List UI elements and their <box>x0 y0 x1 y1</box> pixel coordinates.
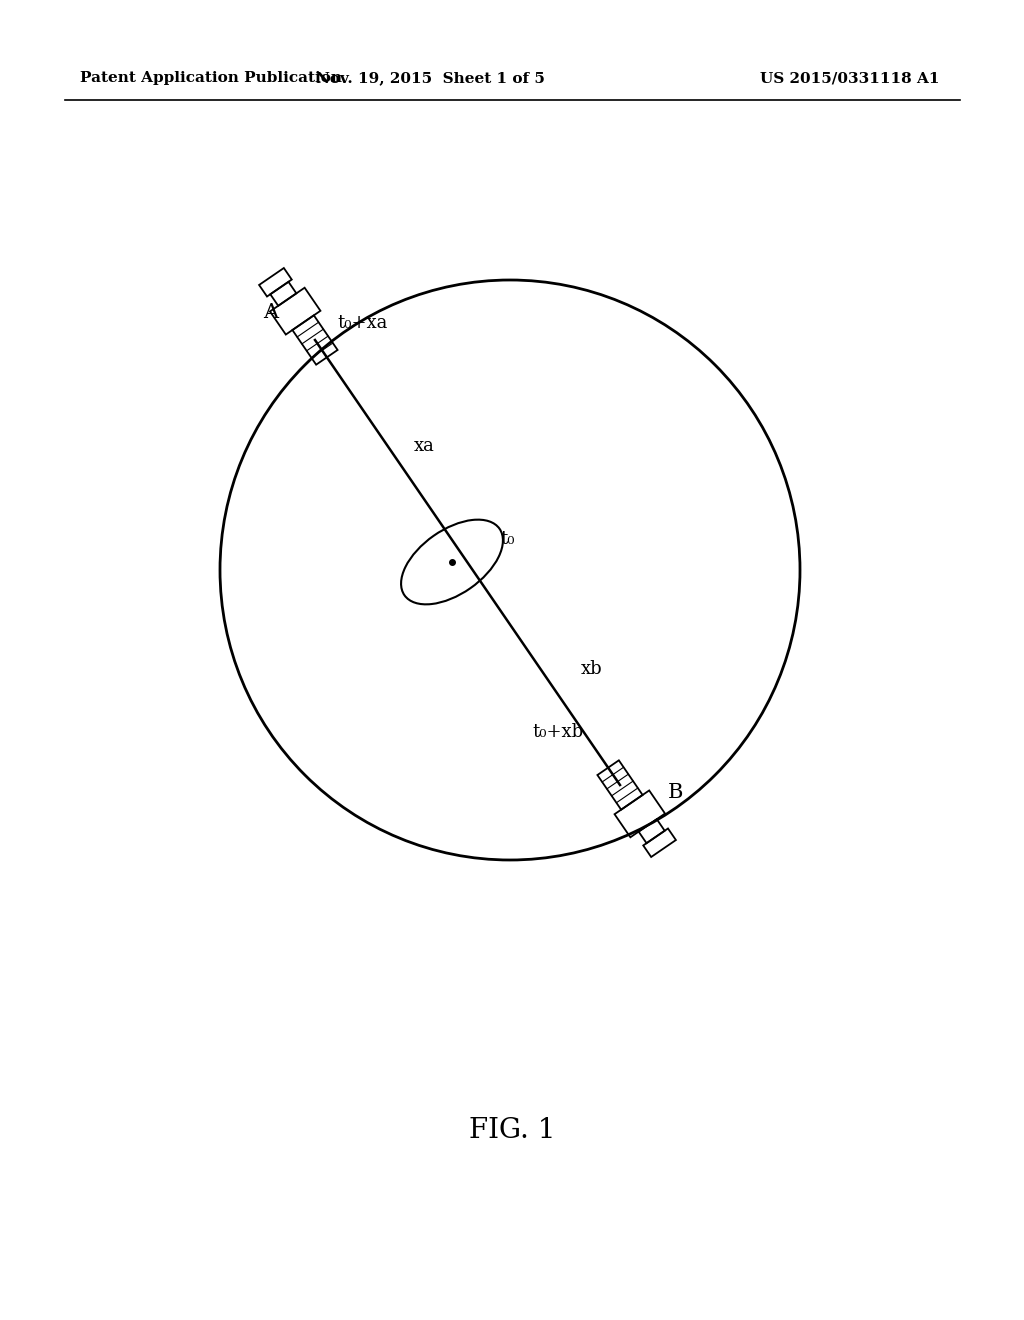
Text: B: B <box>668 784 683 803</box>
Text: t₀: t₀ <box>500 531 514 548</box>
Text: FIG. 1: FIG. 1 <box>469 1117 555 1143</box>
Text: US 2015/0331118 A1: US 2015/0331118 A1 <box>760 71 939 84</box>
Text: t₀+xb: t₀+xb <box>532 723 583 741</box>
Text: A: A <box>263 302 279 322</box>
Text: t₀+xa: t₀+xa <box>337 314 387 333</box>
Text: xa: xa <box>414 437 434 455</box>
Text: xb: xb <box>581 660 603 677</box>
Text: Patent Application Publication: Patent Application Publication <box>80 71 342 84</box>
Text: Nov. 19, 2015  Sheet 1 of 5: Nov. 19, 2015 Sheet 1 of 5 <box>315 71 545 84</box>
